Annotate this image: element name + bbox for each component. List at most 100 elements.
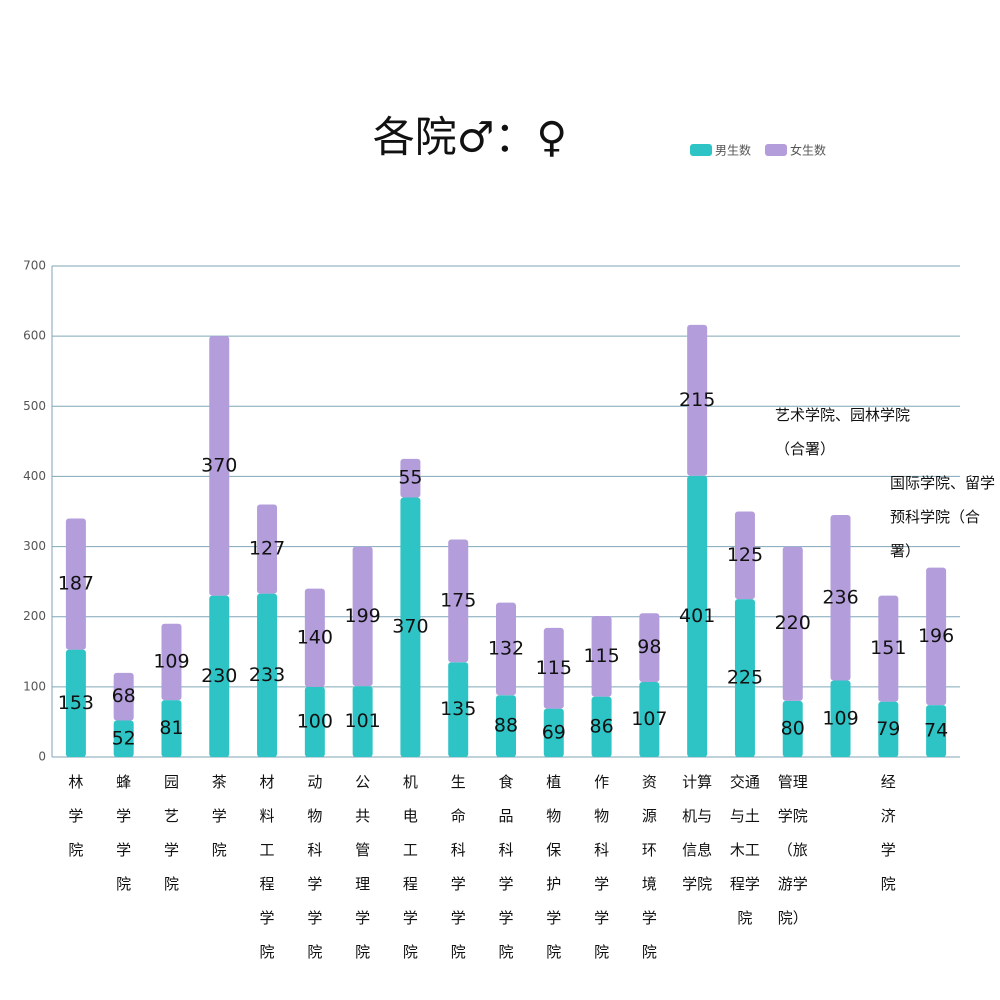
- value-label: 135: [440, 698, 476, 720]
- value-label: 175: [440, 589, 476, 611]
- bar-segment: [878, 701, 899, 757]
- value-label: 370: [201, 454, 237, 476]
- category-label: 公共管理学院: [355, 773, 371, 961]
- bar-segment: [113, 720, 134, 757]
- value-label: 101: [344, 710, 380, 732]
- value-label: 225: [727, 667, 763, 689]
- value-label: 236: [822, 586, 858, 608]
- bar-segment: [113, 672, 134, 721]
- bar-segment: [304, 588, 325, 687]
- bar-segment: [734, 511, 755, 600]
- value-label: 79: [876, 718, 900, 740]
- value-label: 140: [297, 626, 333, 648]
- bar-segment: [543, 627, 564, 709]
- bar-segment: [878, 595, 899, 702]
- bar-segment: [543, 708, 564, 757]
- value-label: 109: [153, 650, 189, 672]
- value-label: 187: [58, 573, 94, 595]
- value-label: 220: [775, 612, 811, 634]
- y-tick-label: 700: [23, 259, 46, 273]
- value-label: 86: [589, 715, 613, 737]
- legend-label: 女生数: [790, 143, 826, 158]
- value-label: 81: [159, 717, 183, 739]
- category-label: 机电工程学院: [402, 773, 418, 961]
- value-label: 230: [201, 665, 237, 687]
- bar-segment: [639, 613, 660, 682]
- bar-segment: [830, 680, 851, 757]
- value-label: 80: [781, 717, 805, 739]
- value-label: 52: [112, 727, 136, 749]
- category-label: 生命科学学院: [450, 773, 466, 961]
- category-label: 材料工程学院: [259, 773, 275, 961]
- bar-segment: [209, 336, 230, 596]
- bar-segment: [639, 681, 660, 757]
- value-label: 132: [488, 637, 524, 659]
- bar-segment: [830, 515, 851, 681]
- bar-segment: [257, 593, 278, 757]
- y-tick-label: 500: [23, 399, 46, 413]
- category-label: 林学院: [68, 773, 84, 859]
- value-label: 401: [679, 605, 715, 627]
- value-label: 125: [727, 544, 763, 566]
- bar-segment: [496, 695, 516, 757]
- value-label: 88: [494, 715, 518, 737]
- legend-swatch: [690, 144, 712, 156]
- bar-segment: [352, 546, 373, 687]
- bar-segment: [304, 686, 325, 757]
- bar-segment: [65, 518, 86, 650]
- bar-segment: [161, 623, 182, 701]
- bar-segment: [734, 599, 755, 757]
- legend-swatch: [765, 144, 787, 156]
- bar-segment: [400, 497, 421, 757]
- bar-segment: [926, 567, 947, 706]
- category-label: 管理学院（旅游学院）: [777, 773, 808, 927]
- bar-segment: [400, 458, 421, 498]
- value-label: 69: [542, 721, 566, 743]
- category-label: 交通与土木工程学院: [729, 773, 760, 927]
- value-label: 107: [631, 708, 667, 730]
- category-label: 茶学院: [211, 773, 227, 859]
- value-label: 109: [822, 707, 858, 729]
- bar-segment: [591, 616, 612, 697]
- bar-segment: [687, 324, 708, 476]
- y-tick-label: 200: [23, 609, 46, 623]
- y-tick-label: 300: [23, 539, 46, 553]
- value-label: 98: [637, 636, 661, 658]
- category-label: 艺术学院、园林学院（合署）: [775, 406, 911, 458]
- bar-segment: [352, 686, 373, 757]
- category-label: 计算机与信息学院: [682, 773, 713, 893]
- category-label: 蜂学学院: [116, 773, 132, 893]
- y-tick-label: 100: [23, 679, 46, 693]
- value-label: 196: [918, 625, 954, 647]
- value-label: 74: [924, 720, 948, 742]
- category-label: 经济学院: [880, 773, 896, 893]
- category-label: 植物保护学院: [546, 773, 562, 961]
- bar-segment: [65, 649, 86, 757]
- value-label: 127: [249, 538, 285, 560]
- bar-segment: [209, 595, 230, 757]
- category-label: 园艺学院: [163, 773, 179, 893]
- value-label: 370: [392, 616, 428, 638]
- bar-segment: [257, 504, 278, 594]
- bar-segment: [687, 475, 708, 757]
- bar-segment: [448, 662, 469, 757]
- value-label: 115: [536, 657, 572, 679]
- value-label: 55: [398, 467, 422, 489]
- y-tick-label: 400: [23, 469, 46, 483]
- bar-segment: [782, 546, 803, 701]
- value-label: 215: [679, 389, 715, 411]
- bar-segment: [591, 696, 612, 757]
- y-tick-label: 0: [38, 750, 46, 764]
- category-label: 作物科学学院: [594, 773, 610, 961]
- bar-segment: [782, 700, 803, 757]
- value-label: 100: [297, 710, 333, 732]
- y-tick-label: 600: [23, 329, 46, 343]
- chart-title: 各院♂：♀: [373, 113, 567, 162]
- value-label: 153: [58, 692, 94, 714]
- bar-segment: [448, 539, 469, 663]
- bar-segment: [161, 700, 182, 757]
- value-label: 68: [112, 685, 136, 707]
- legend-label: 男生数: [715, 143, 751, 158]
